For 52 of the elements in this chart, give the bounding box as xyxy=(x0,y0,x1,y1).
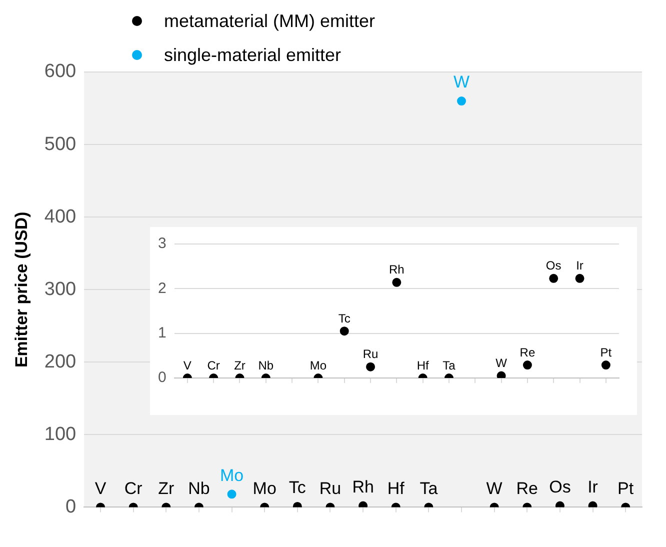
data-label: Cr xyxy=(207,358,220,372)
data-label: W xyxy=(453,72,470,92)
data-label: Hf xyxy=(416,358,430,372)
data-label: Ir xyxy=(576,258,584,273)
point xyxy=(457,96,466,106)
data-label: Pt xyxy=(618,478,634,498)
data-label: W xyxy=(496,356,508,370)
data-label: V xyxy=(94,478,107,498)
point xyxy=(496,371,506,378)
y-tick-label: 400 xyxy=(44,206,76,228)
data-label: W xyxy=(486,478,502,498)
data-label: Zr xyxy=(158,478,175,498)
data-label: Rh xyxy=(352,477,374,496)
legend-label: single-material emitter xyxy=(164,44,342,66)
data-label: Rh xyxy=(389,262,404,277)
data-label: Ta xyxy=(442,358,456,372)
data-label: Mo xyxy=(252,478,276,498)
y-tick-label: 300 xyxy=(44,278,76,300)
data-label: V xyxy=(183,358,192,372)
data-label: Pt xyxy=(600,345,612,360)
data-label: Mo xyxy=(310,358,327,372)
data-label: Os xyxy=(546,258,562,273)
data-label: Cr xyxy=(124,478,143,498)
data-label: Hf xyxy=(387,478,405,498)
data-label: Os xyxy=(549,477,571,496)
point xyxy=(392,278,402,287)
data-label: Zr xyxy=(234,358,246,372)
y-tick-label: 2 xyxy=(158,280,166,297)
data-label: Tc xyxy=(288,478,306,498)
data-label: Mo xyxy=(220,466,244,485)
data-label: Nb xyxy=(188,478,210,498)
point xyxy=(340,326,349,336)
y-tick-label: 500 xyxy=(44,134,76,155)
y-tick-label: 100 xyxy=(44,424,76,445)
y-tick-label: 0 xyxy=(158,369,166,386)
data-label: Nb xyxy=(258,358,274,372)
data-label: Ru xyxy=(319,478,342,498)
data-label: Ta xyxy=(420,478,438,498)
data-label: Re xyxy=(516,478,538,498)
point xyxy=(549,274,558,283)
y-tick-label: 0 xyxy=(66,496,76,518)
y-tick-label: 600 xyxy=(44,61,76,82)
point xyxy=(575,274,584,283)
legend-label: metamaterial (MM) emitter xyxy=(164,10,376,32)
data-label: Tc xyxy=(338,311,350,326)
y-tick-label: 1 xyxy=(158,324,166,342)
y-tick-label: 3 xyxy=(158,235,166,252)
data-label: Ir xyxy=(588,477,598,496)
data-label: Ru xyxy=(362,347,378,362)
y-axis-title: Emitter price (USD) xyxy=(12,212,31,368)
data-label: Re xyxy=(520,345,536,360)
y-tick-label: 200 xyxy=(44,351,76,372)
